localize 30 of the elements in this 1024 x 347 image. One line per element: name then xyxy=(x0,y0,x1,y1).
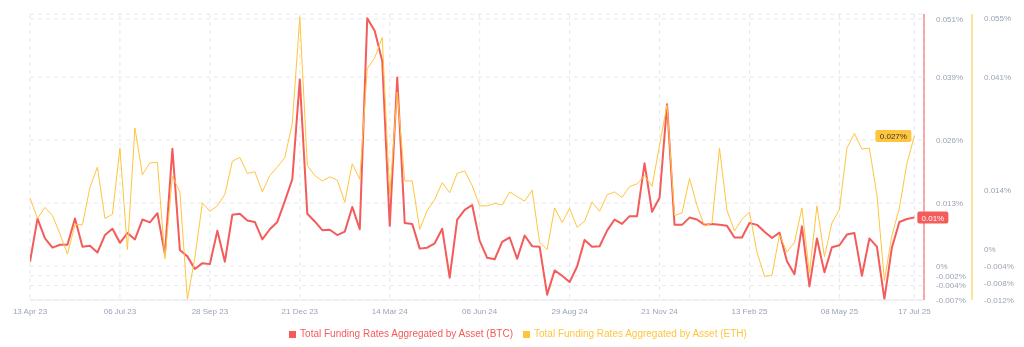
y2-tick-label: 0.041% xyxy=(984,72,1012,82)
legend-label: Total Funding Rates Aggregated by Asset (BTC) xyxy=(300,328,513,339)
y2-tick-label: 0% xyxy=(984,245,996,255)
x-tick-label: 21 Dec 23 xyxy=(281,306,319,316)
legend-label: Total Funding Rates Aggregated by Asset (ETH) xyxy=(534,328,747,339)
y2-tick-label: -0.004% xyxy=(984,262,1014,272)
y2-tick-label: -0.012% xyxy=(984,295,1014,305)
y2-tick-label: 0.014% xyxy=(984,186,1012,196)
y2-tick-label: 0.055% xyxy=(984,14,1012,24)
x-tick-label: 14 Mar 24 xyxy=(371,306,409,316)
y-tick-label: 0% xyxy=(936,261,948,271)
x-tick-label: 13 Feb 25 xyxy=(731,306,769,316)
data-label: 0.01% xyxy=(921,213,945,223)
x-tick-label: 13 Apr 23 xyxy=(12,306,48,316)
x-tick-label: 06 Jul 23 xyxy=(103,306,137,316)
y-tick-label: -0.002% xyxy=(936,271,966,281)
x-tick-label: 29 Aug 24 xyxy=(551,306,589,316)
y2-tick-label: -0.008% xyxy=(984,279,1014,289)
y-tick-label: -0.004% xyxy=(936,281,966,291)
x-tick-label: 28 Sep 23 xyxy=(191,306,229,316)
y-tick-label: 0.051% xyxy=(936,14,964,24)
x-tick-label: 06 Jun 24 xyxy=(462,306,498,316)
x-tick-label: 17 Jul 25 xyxy=(898,306,932,316)
y-tick-label: 0.039% xyxy=(936,72,964,82)
x-tick-label: 08 May 25 xyxy=(820,306,859,316)
x-tick-label: 21 Nov 24 xyxy=(641,306,679,316)
y-tick-label: 0.026% xyxy=(936,135,964,145)
y-tick-label: -0.007% xyxy=(936,295,966,305)
data-label: 0.027% xyxy=(879,131,907,141)
y-tick-label: 0.013% xyxy=(936,198,964,208)
